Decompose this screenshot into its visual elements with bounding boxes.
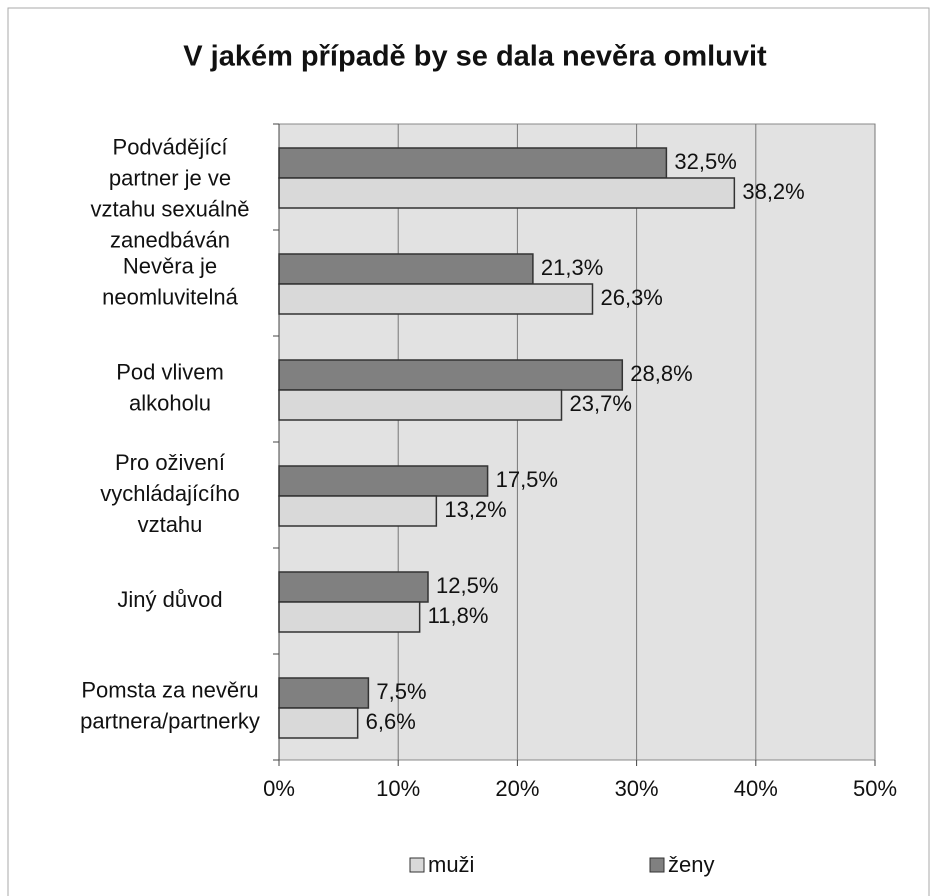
bar	[278, 601, 421, 633]
value-label: 17,5%	[496, 467, 558, 492]
bar	[278, 495, 438, 527]
bar	[278, 253, 534, 285]
value-label: 23,7%	[570, 391, 632, 416]
plot-area	[278, 123, 876, 761]
value-label: 12,5%	[436, 573, 498, 598]
value-label: 26,3%	[600, 285, 662, 310]
category-label: Jiný důvod	[117, 587, 222, 612]
legend-label: ženy	[668, 852, 714, 877]
value-label: 6,6%	[366, 709, 416, 734]
value-label: 11,8%	[428, 603, 489, 628]
category-label: Pro oživení vychládajícího vztahu	[100, 450, 239, 537]
x-tick-label: 20%	[495, 776, 539, 801]
category-label: Nevěra je neomluvitelná	[102, 253, 239, 309]
value-label: 28,8%	[630, 361, 692, 386]
bar	[278, 147, 668, 179]
category-label: Pomsta za nevěru partnera/partnerky	[80, 677, 260, 733]
bar	[278, 707, 359, 739]
legend-label: muži	[428, 852, 474, 877]
bar	[278, 389, 563, 421]
value-label: 13,2%	[444, 497, 506, 522]
x-tick-label: 10%	[376, 776, 420, 801]
bar	[278, 283, 594, 315]
value-label: 7,5%	[376, 679, 426, 704]
category-label: Podvádějící partner je ve vztahu sexuálně z…	[91, 134, 250, 252]
x-tick-label: 0%	[263, 776, 295, 801]
legend-swatch	[649, 857, 665, 873]
category-label: Pod vlivem alkoholu	[116, 359, 224, 415]
x-tick-label: 40%	[734, 776, 778, 801]
value-label: 32,5%	[674, 149, 736, 174]
bar	[278, 677, 370, 709]
chart-title: V jakém případě by se dala nevěra omluvi…	[183, 41, 767, 73]
bar	[278, 359, 624, 391]
value-label: 38,2%	[742, 179, 804, 204]
bar	[278, 571, 429, 603]
value-label: 21,3%	[541, 255, 603, 280]
x-tick-label: 30%	[615, 776, 659, 801]
legend-swatch	[409, 857, 425, 873]
bar	[278, 177, 736, 209]
bar	[278, 465, 489, 497]
x-tick-label: 50%	[853, 776, 897, 801]
